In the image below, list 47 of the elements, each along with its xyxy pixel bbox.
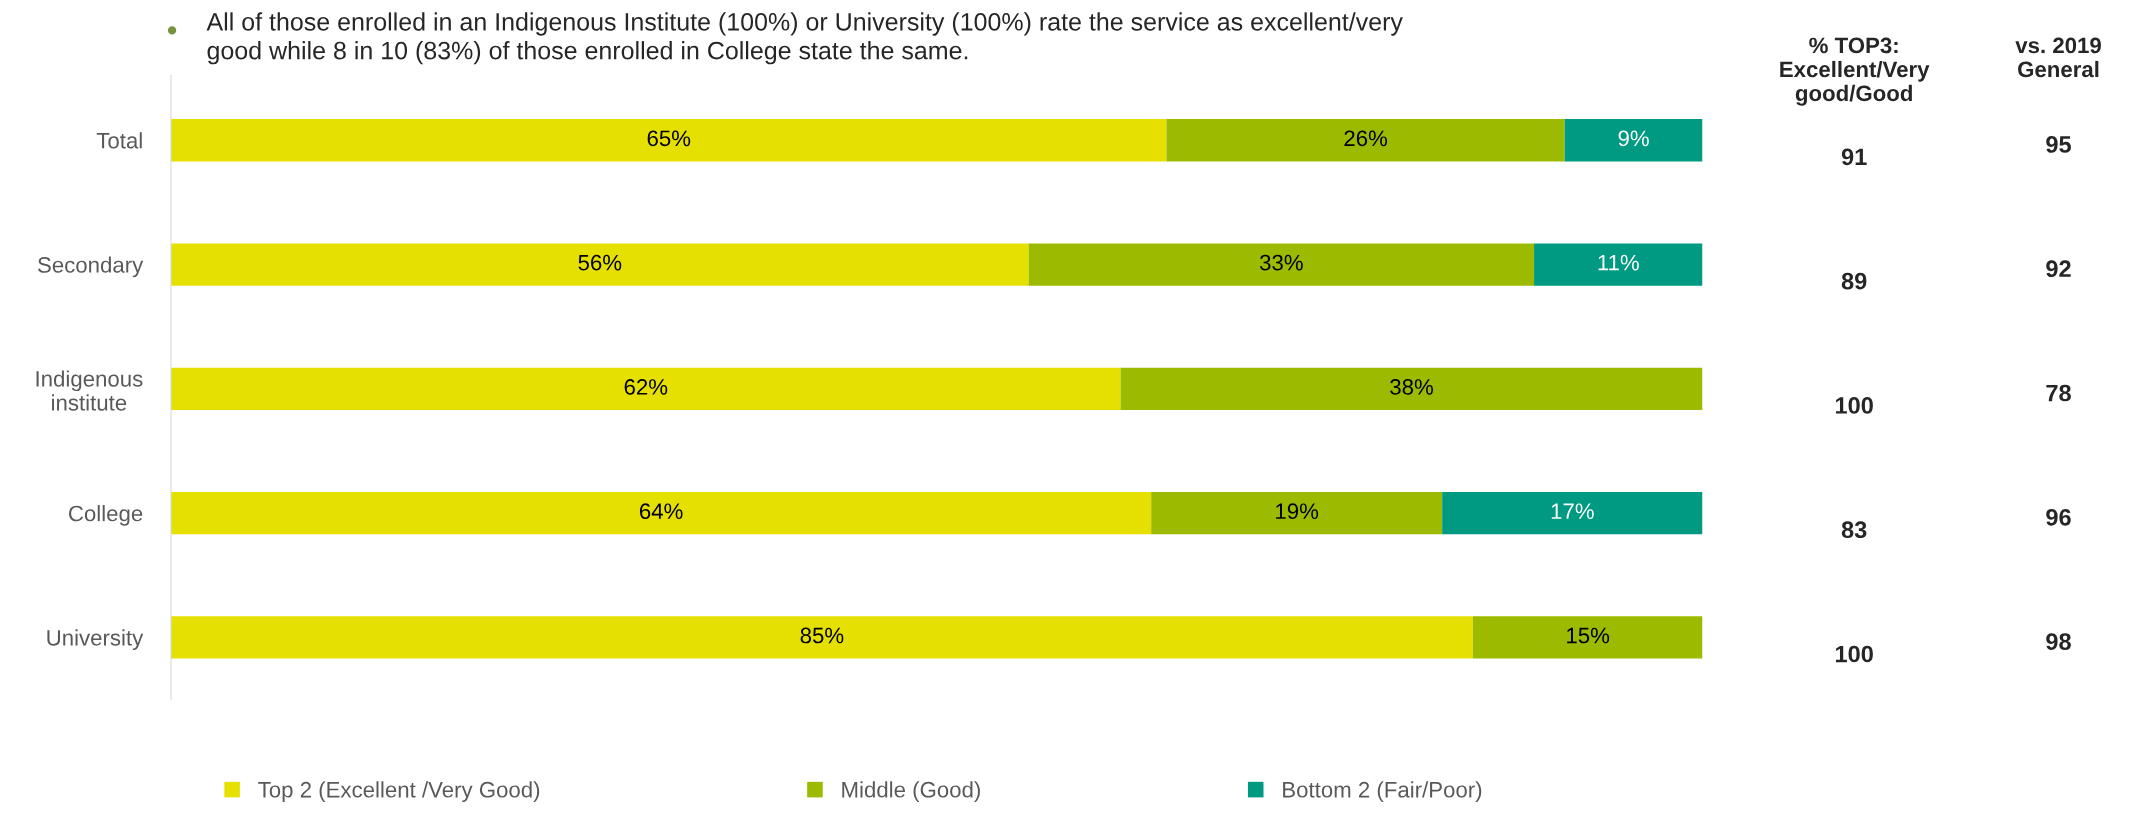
data-label: 26% bbox=[1344, 130, 1388, 147]
data-label: 56% bbox=[578, 254, 622, 271]
y-tick-label: Total bbox=[96, 132, 142, 149]
bar bbox=[171, 367, 1121, 410]
bar bbox=[1534, 243, 1703, 286]
data-label: 62% bbox=[624, 379, 668, 395]
bar bbox=[171, 243, 1029, 286]
bar bbox=[1151, 491, 1443, 535]
text: 91 bbox=[1841, 148, 1867, 166]
bar bbox=[171, 119, 1167, 162]
y-tick-label: Secondary bbox=[38, 256, 144, 278]
text: 89 bbox=[1841, 272, 1867, 290]
data-label: 64% bbox=[639, 503, 683, 520]
bar bbox=[171, 616, 1473, 659]
text: All of those enrolled in an Indigenous Institute (100%) or University (100%) rate the service as excellent/very good while 8 in 10 (83%) of those enrolled in College state the same. bbox=[206, 12, 1403, 65]
data-label: 11% bbox=[1598, 254, 1639, 271]
text: 78 bbox=[2046, 384, 2071, 402]
text: 92 bbox=[2046, 260, 2071, 278]
data-label: 65% bbox=[647, 130, 691, 147]
bar bbox=[1442, 491, 1703, 535]
y-tick-label: Indigenous institute bbox=[36, 370, 143, 411]
text: 96 bbox=[2046, 508, 2071, 526]
data-label: 19% bbox=[1276, 503, 1319, 520]
bar bbox=[1564, 119, 1703, 162]
text: 98 bbox=[2046, 633, 2071, 650]
legend-label: Bottom 2 (Fair/Poor) bbox=[1283, 781, 1482, 802]
data-label: 15% bbox=[1567, 627, 1610, 644]
data-label: 9% bbox=[1618, 130, 1649, 147]
y-tick-label: College bbox=[69, 505, 143, 526]
data-label: 38% bbox=[1390, 379, 1433, 395]
y-tick-label: University bbox=[47, 629, 144, 651]
legend-label: Middle (Good) bbox=[842, 781, 980, 802]
bar bbox=[1120, 367, 1703, 410]
data-label: 85% bbox=[800, 627, 844, 644]
bar bbox=[171, 491, 1152, 535]
text: 95 bbox=[2046, 136, 2071, 153]
bar bbox=[1028, 243, 1535, 286]
text: 83 bbox=[1841, 521, 1867, 539]
bar bbox=[1166, 119, 1565, 162]
legend-label: Top 2 (Excellent /Very Good) bbox=[258, 781, 540, 802]
text: vs. 2019 General bbox=[2015, 37, 2101, 78]
data-label: 17% bbox=[1551, 503, 1594, 519]
text: 100 bbox=[1835, 397, 1873, 414]
bar bbox=[1472, 616, 1703, 659]
text: 100 bbox=[1835, 645, 1873, 663]
data-label: 33% bbox=[1259, 254, 1303, 271]
text: % TOP3: Excellent/Very good/Good bbox=[1780, 37, 1930, 106]
